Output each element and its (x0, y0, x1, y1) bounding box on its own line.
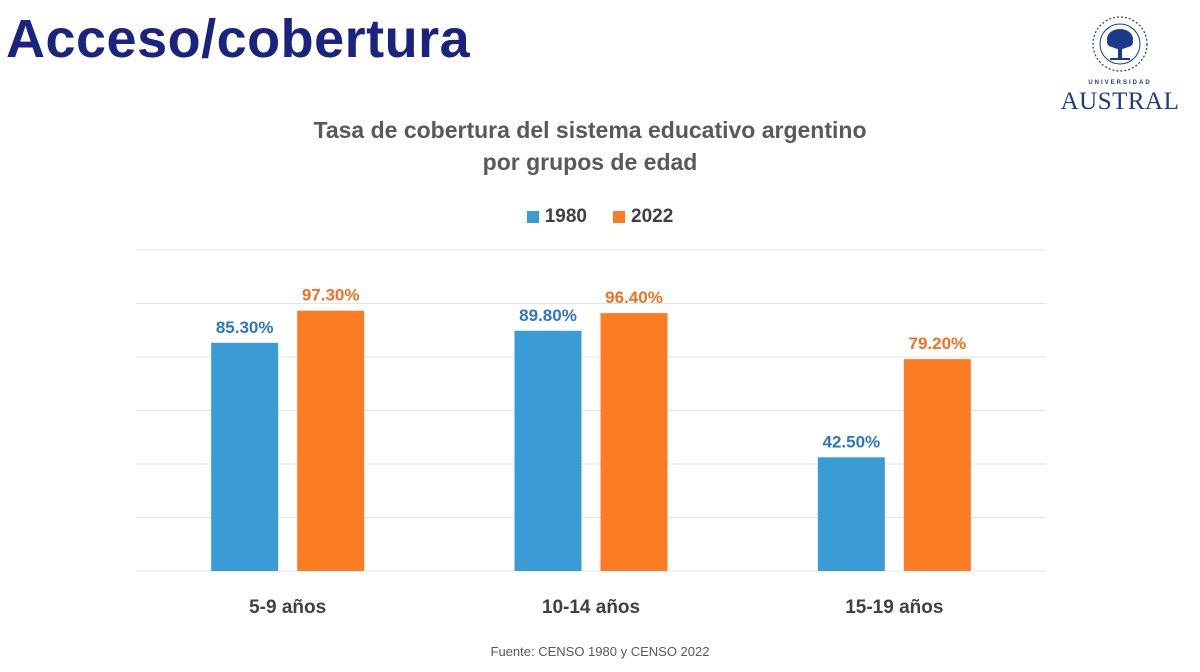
bar-2022-3 (903, 359, 971, 571)
data-label-1980-1: 85.30% (216, 318, 274, 337)
chart-title: Tasa de cobertura del sistema educativo … (200, 114, 980, 178)
legend-label-2022: 2022 (631, 206, 674, 227)
data-label-2022-3: 79.20% (908, 334, 966, 353)
tree-emblem-icon (1092, 16, 1148, 72)
x-tick-label: 15-19 años (845, 597, 943, 618)
data-label-1980-3: 42.50% (822, 432, 880, 451)
bar-1980-1 (211, 342, 279, 571)
chart-title-line-2: por grupos de edad (482, 149, 698, 175)
source-footnote: Fuente: CENSO 1980 y CENSO 2022 (490, 644, 710, 659)
bar-chart: 85.30% 97.30% 5-9 años 89.80% 96.40% 10-14 añ… (136, 249, 1046, 618)
data-label-1980-2: 89.80% (519, 306, 577, 325)
slide-title: Acceso/cobertura (6, 9, 471, 69)
data-label-2022-2: 96.40% (605, 288, 663, 307)
legend-swatch-2022 (613, 211, 625, 223)
bar-2022-1 (297, 310, 365, 571)
legend-item-1980: 1980 (526, 206, 587, 228)
bar-2022-2 (600, 313, 668, 571)
bar-1980-2 (514, 330, 582, 571)
data-label-2022-1: 97.30% (302, 286, 360, 305)
legend-item-2022: 2022 (613, 206, 673, 228)
x-tick-label: 5-9 años (249, 597, 326, 618)
chart-title-line-1: Tasa de cobertura del sistema educativo … (313, 117, 867, 143)
legend-label-1980: 1980 (544, 206, 587, 227)
legend-swatch-1980 (526, 211, 539, 223)
x-tick-label: 10-14 años (542, 597, 640, 618)
logo-name: AUSTRAL (1060, 88, 1180, 115)
chart-legend: 1980 2022 (0, 206, 1200, 228)
logo-university-label: UNIVERSIDAD (1088, 80, 1152, 86)
bar-1980-3 (817, 457, 885, 571)
university-logo: UNIVERSIDAD AUSTRAL (1050, 6, 1190, 116)
